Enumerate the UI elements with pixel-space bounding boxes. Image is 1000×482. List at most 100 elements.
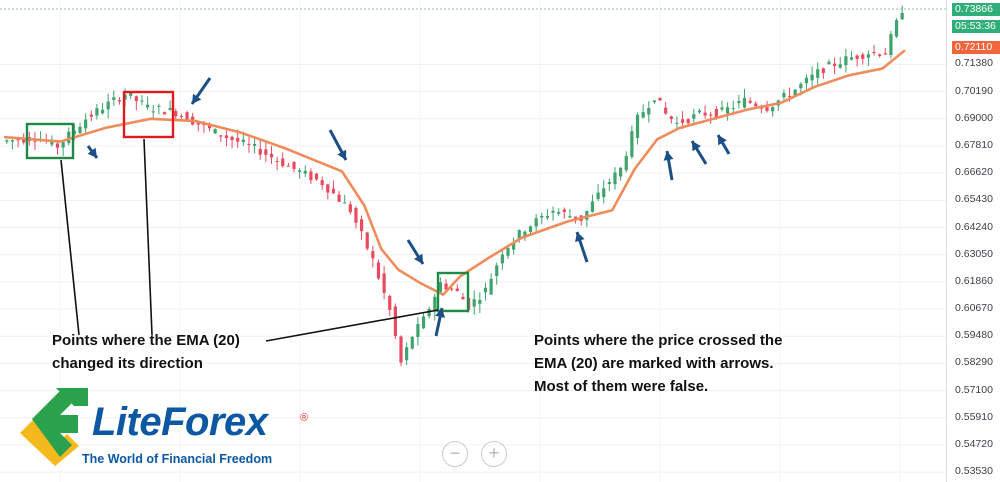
annotation-line: changed its direction <box>52 355 203 372</box>
candle-body <box>866 54 870 58</box>
zoom-out-button[interactable]: − <box>442 441 468 467</box>
candle-body <box>354 208 358 223</box>
candle-body <box>252 144 257 146</box>
candle-body <box>849 57 854 60</box>
candle-body <box>607 182 611 184</box>
y-tick-label: 0.67810 <box>955 138 993 151</box>
candle-body <box>151 111 155 113</box>
candle-body <box>72 130 76 135</box>
chart-grid <box>0 0 946 482</box>
y-tick-label: 0.53530 <box>955 465 993 478</box>
candle-body <box>399 336 403 363</box>
candle-body <box>551 210 555 213</box>
current-price-tag: 0.73866 <box>952 3 1000 16</box>
candle-body <box>179 115 183 117</box>
annotation-line: Points where the price crossed the <box>534 332 783 349</box>
candle-body <box>5 140 9 142</box>
candle-body <box>478 299 482 304</box>
candle-body <box>804 77 809 84</box>
zoom-in-button[interactable]: + <box>481 441 507 467</box>
candle-body <box>348 204 352 213</box>
candle-body <box>337 194 341 202</box>
candle-body <box>331 188 336 194</box>
candle-body <box>416 323 420 337</box>
candle-body <box>799 83 803 89</box>
candle-body <box>213 129 217 134</box>
candle-body <box>202 124 206 126</box>
candle-body <box>512 242 516 250</box>
candle-body <box>827 61 831 65</box>
candle-body <box>55 143 60 148</box>
y-tick-label: 0.65430 <box>955 193 993 206</box>
candle-body <box>619 167 623 177</box>
green-box-left <box>25 122 75 160</box>
candle-body <box>557 212 561 214</box>
cross-arrow <box>406 239 425 265</box>
cross-arrow <box>190 77 212 105</box>
candle-body <box>703 112 707 116</box>
candle-body <box>185 112 189 122</box>
candle-body <box>444 283 448 290</box>
candle-body <box>343 202 347 204</box>
candle-body <box>630 131 634 157</box>
y-tick-label: 0.63050 <box>955 247 993 260</box>
countdown-tag: 05:53:36 <box>952 20 1000 33</box>
y-tick-label: 0.55910 <box>955 410 993 423</box>
candle-body <box>309 171 313 181</box>
candle-body <box>286 165 290 167</box>
cross-arrow <box>663 150 674 181</box>
candle-body <box>433 296 437 312</box>
pointer-line <box>143 138 153 336</box>
candle-body <box>787 95 792 97</box>
candle-body <box>427 309 431 317</box>
candle-body <box>33 140 37 142</box>
candle-body <box>720 107 724 110</box>
candle-body <box>16 139 20 141</box>
logo-slogan: The World of Financial Freedom <box>82 452 273 466</box>
candle-body <box>230 136 234 141</box>
candles <box>5 5 904 367</box>
candle-body <box>517 230 521 240</box>
candle-body <box>371 251 375 259</box>
candle-body <box>281 158 285 167</box>
liteforex-logo-icon <box>20 388 88 466</box>
candle-body <box>697 110 702 113</box>
candle-body <box>292 161 296 169</box>
candle-body <box>112 97 116 101</box>
candle-body <box>162 112 167 115</box>
annotation-line: EMA (20) are marked with arrows. <box>534 355 774 372</box>
candle-body <box>174 111 178 117</box>
candle-body <box>596 192 600 200</box>
candle-body <box>635 114 640 138</box>
candle-body <box>489 278 493 295</box>
cross-arrow <box>716 134 731 155</box>
candle-body <box>219 135 223 137</box>
candle-body <box>247 143 251 145</box>
candle-body <box>314 173 319 180</box>
candle-body <box>359 219 364 232</box>
candle-body <box>298 170 302 172</box>
candle-body <box>709 114 713 116</box>
candle-body <box>365 232 369 249</box>
y-tick-label: 0.57100 <box>955 383 993 396</box>
candle-body <box>22 137 26 143</box>
candle-body <box>129 92 133 96</box>
cross-arrow <box>690 140 708 165</box>
candle-body <box>731 108 735 110</box>
cross-arrow <box>434 307 446 337</box>
candle-body <box>742 97 747 108</box>
candle-body <box>883 53 887 55</box>
candle-body <box>714 108 718 118</box>
crossing-arrows <box>86 77 731 337</box>
candle-body <box>450 288 454 290</box>
candle-body <box>692 114 696 119</box>
candle-body <box>748 100 752 103</box>
candle-body <box>241 139 245 143</box>
candle-body <box>84 119 88 129</box>
candle-body <box>641 112 645 118</box>
candle-body <box>861 54 865 59</box>
price-axis[interactable] <box>946 0 1000 482</box>
candle-body <box>207 124 212 129</box>
candle-body <box>61 142 65 148</box>
candle-body <box>602 188 606 198</box>
